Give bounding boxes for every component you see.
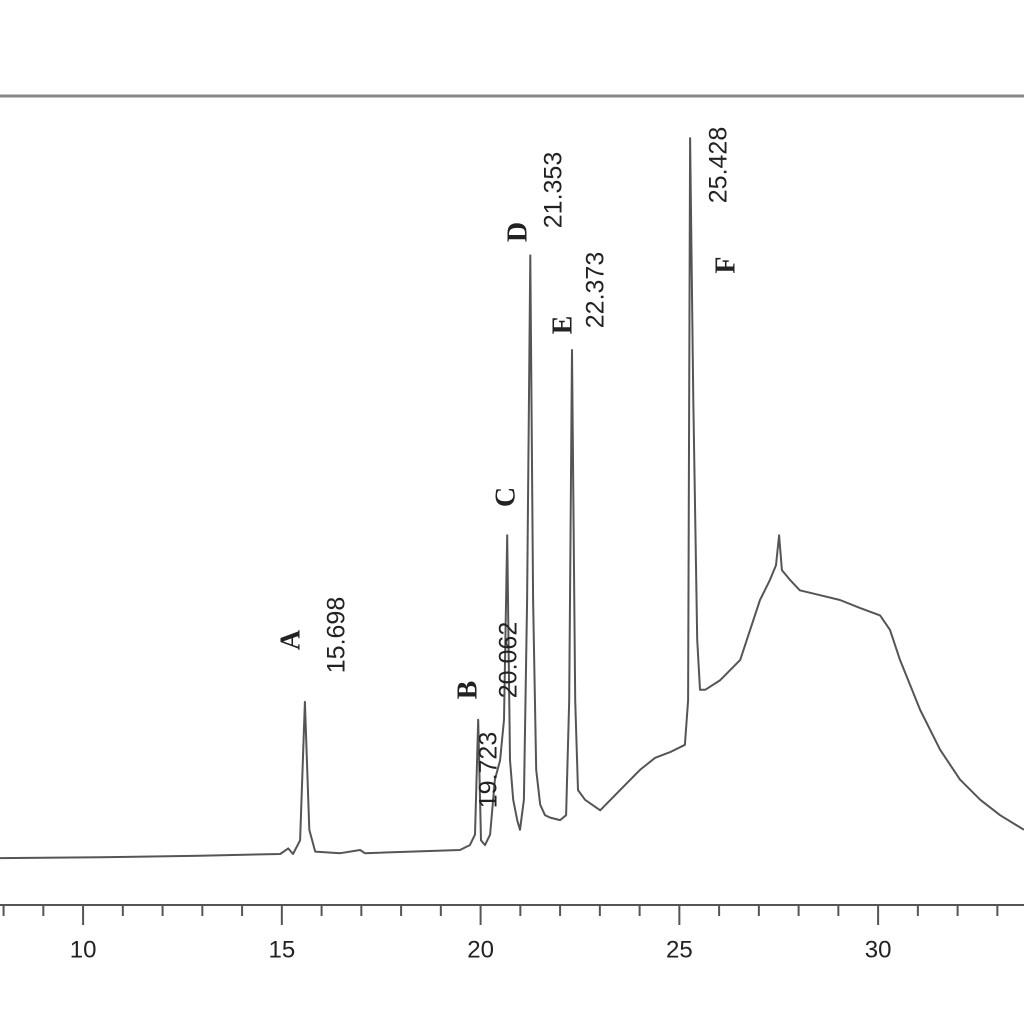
peak-retention-time: 22.373 [582, 252, 610, 328]
x-tick-label: 20 [467, 936, 494, 963]
peak-retention-time: 21.353 [540, 152, 568, 228]
x-tick-label: 30 [865, 936, 892, 963]
x-tick-label: 15 [268, 936, 295, 963]
peak-letter: B [452, 681, 483, 700]
peak-letter: A [275, 629, 306, 650]
peak-letter: F [710, 256, 741, 273]
peak-letter: E [547, 316, 578, 335]
peak-retention-time: 19.723 [475, 732, 503, 808]
peak-letter: D [502, 222, 533, 242]
peak-retention-time: 20.062 [495, 622, 523, 698]
peak-retention-time: 15.698 [323, 597, 351, 673]
chromatogram-line [0, 137, 1024, 860]
peak-retention-time: 25.428 [705, 127, 733, 203]
peak-letter: C [490, 487, 521, 507]
x-tick-label: 10 [70, 936, 97, 963]
x-tick-label: 25 [666, 936, 693, 963]
